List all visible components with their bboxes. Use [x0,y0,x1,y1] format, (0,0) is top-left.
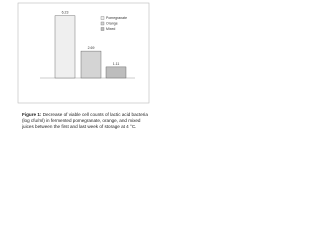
value-label: 1.11 [113,62,120,66]
bar [80,50,102,79]
page: 6.23 Pomegranate 2.69 Orange 1.11 Mixed Figur… [0,0,150,150]
legend-swatch [100,21,105,26]
legend-label: Mixed [106,27,115,31]
caption-label: Figure 1: [22,112,42,117]
chart: 6.23 Pomegranate 2.69 Orange 1.11 Mixed [17,2,150,104]
legend-label: Orange [106,21,118,25]
legend-swatch [100,16,105,20]
caption: Figure 1: Decrease of viable cell counts… [22,112,150,150]
value-label: 6.23 [62,11,69,15]
bar [54,15,76,79]
caption-text: Decrease of viable cell counts of lactic… [22,112,148,130]
legend-swatch [100,27,105,31]
bar [105,66,127,79]
value-label: 2.69 [88,46,95,50]
legend-label: Pomegranate [106,16,127,20]
